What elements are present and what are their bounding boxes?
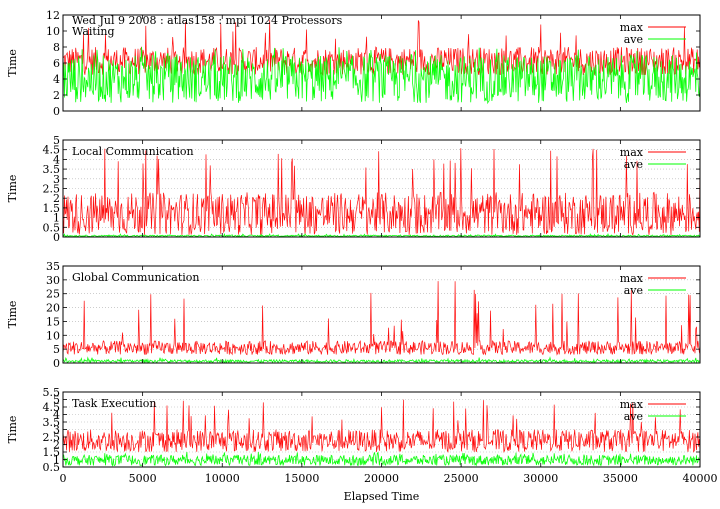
panel-title: Task Execution [72, 397, 156, 410]
series-max-line [62, 399, 701, 453]
y-tick-label: 4.5 [43, 144, 61, 157]
y-axis-label: Time [6, 416, 19, 444]
x-tick-label: 35000 [603, 472, 638, 485]
y-tick-label: 0.5 [43, 461, 61, 474]
x-tick-label: 0 [60, 472, 67, 485]
y-tick-label: 1 [53, 212, 60, 225]
series-max-line [62, 281, 701, 356]
legend-label-max: max [620, 146, 644, 159]
y-tick-label: 2.5 [43, 183, 61, 196]
y-tick-label: 2 [53, 89, 60, 102]
x-tick-label: 25000 [444, 472, 479, 485]
panel-2: 00.511.522.533.544.55 Time Local Communica… [6, 134, 701, 244]
y-tick-label: 0.5 [43, 221, 61, 234]
y-tick-label: 3 [53, 424, 60, 437]
y-tick-label: 2 [53, 439, 60, 452]
legend-label-ave: ave [624, 158, 643, 171]
y-tick-label: 1 [53, 454, 60, 467]
y-tick-label: 12 [46, 9, 60, 22]
x-tick-label: 10000 [205, 472, 240, 485]
y-tick-label: 3.5 [43, 416, 61, 429]
y-tick-label: 4 [53, 409, 60, 422]
y-tick-label: 5 [53, 343, 60, 356]
series-ave-line [62, 47, 701, 105]
y-tick-label: 3.5 [43, 163, 61, 176]
y-tick-label: 1.5 [43, 446, 61, 459]
y-tick-label: 5 [53, 134, 60, 147]
y-tick-label: 15 [46, 315, 60, 328]
y-tick-label: 25 [46, 288, 60, 301]
panel-4: 0.511.522.533.544.555.5 0 5000 10000 15000 20… [6, 386, 718, 503]
y-tick-label: 2 [53, 192, 60, 205]
y-tick-label: 0 [53, 231, 60, 244]
y-tick-label: 6 [53, 57, 60, 70]
y-tick-label: 4.5 [43, 401, 61, 414]
legend-label-max: max [620, 398, 644, 411]
legend-label-ave: ave [624, 410, 643, 423]
y-tick-label: 10 [46, 25, 60, 38]
y-tick-label: 8 [53, 41, 60, 54]
y-tick-label: 5 [53, 394, 60, 407]
y-tick-label: 3 [53, 173, 60, 186]
x-tick-label: 40000 [683, 472, 718, 485]
legend-label-ave: ave [624, 284, 643, 297]
y-tick-label: 5.5 [43, 386, 61, 399]
y-tick-label: 0 [53, 357, 60, 370]
x-tick-label: 30000 [523, 472, 558, 485]
x-axis-label: Elapsed Time [344, 490, 420, 503]
y-tick-label: 35 [46, 260, 60, 273]
y-tick-label: 2.5 [43, 431, 61, 444]
y-axis-label: Time [6, 301, 19, 329]
y-tick-label: 30 [46, 274, 60, 287]
x-tick-label: 5000 [129, 472, 157, 485]
y-axis-label: Time [6, 49, 19, 77]
legend-label-max: max [620, 21, 644, 34]
x-tick-label: 15000 [284, 472, 319, 485]
legend-label-max: max [620, 272, 644, 285]
series-max-line [62, 148, 701, 237]
y-tick-label: 10 [46, 329, 60, 342]
y-tick-label: 20 [46, 302, 60, 315]
x-tick-label: 20000 [364, 472, 399, 485]
panel-title: Global Communication [72, 271, 200, 284]
figure-title: Wed Jul 9 2008 : atlas158 : mpi 1024 Pro… [72, 14, 343, 27]
panel-title: Local Communication [72, 145, 194, 158]
panel-title: Waiting [72, 25, 115, 38]
y-axis-label: Time [6, 175, 19, 203]
y-tick-label: 4 [53, 153, 60, 166]
y-tick-label: 1.5 [43, 202, 61, 215]
y-tick-label: 4 [53, 73, 60, 86]
series-ave-line [62, 451, 701, 467]
legend-label-ave: ave [624, 33, 643, 46]
y-tick-label: 0 [53, 105, 60, 118]
